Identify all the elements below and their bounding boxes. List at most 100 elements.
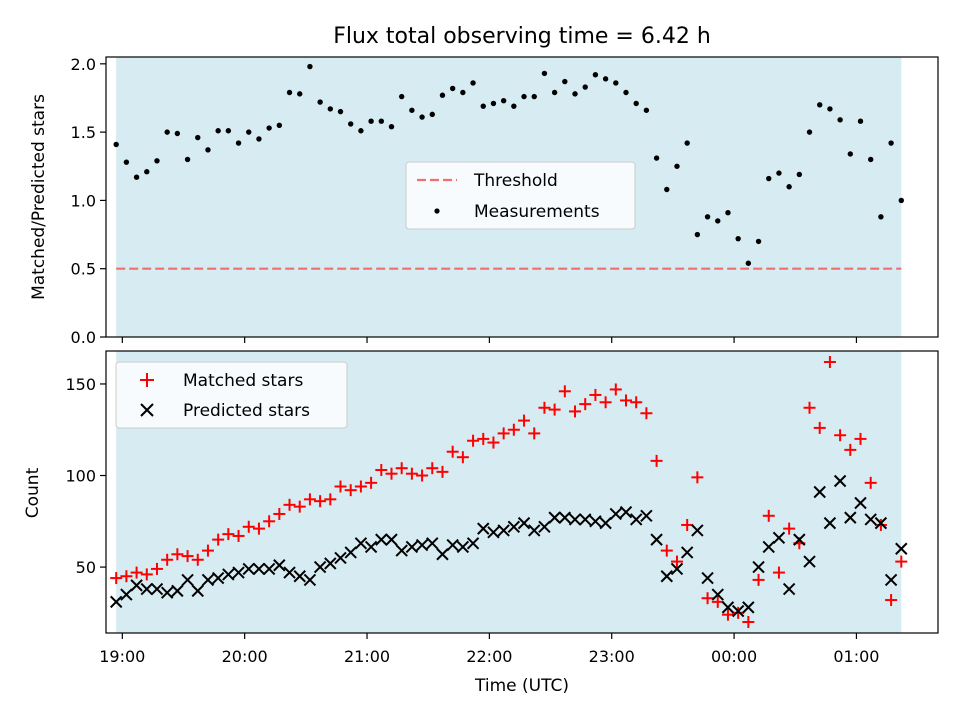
predicted-stars-point bbox=[548, 511, 561, 524]
measurements-legend-label: Measurements bbox=[474, 202, 600, 222]
matched-stars-point bbox=[161, 553, 174, 566]
matched-stars-point bbox=[140, 568, 153, 581]
measurement-point bbox=[521, 93, 527, 100]
matched-stars-point bbox=[242, 520, 255, 533]
measurement-point bbox=[602, 76, 609, 82]
measurements-legend-swatch bbox=[434, 208, 440, 214]
predicted-legend-swatch bbox=[140, 403, 154, 417]
predicted-stars-point bbox=[864, 513, 877, 526]
predicted-stars-point bbox=[395, 544, 408, 557]
matched-stars-point bbox=[446, 445, 459, 458]
measurement-point bbox=[327, 106, 334, 112]
matched-stars-point bbox=[681, 518, 694, 531]
predicted-stars-point bbox=[579, 513, 592, 526]
measurement-point bbox=[266, 125, 272, 131]
predicted-stars-point bbox=[415, 538, 429, 552]
matched-stars-point bbox=[538, 401, 551, 414]
measurement-point bbox=[623, 89, 629, 96]
measurement-point bbox=[562, 78, 568, 85]
predicted-stars-point bbox=[691, 524, 704, 537]
measurement-point bbox=[368, 118, 374, 124]
measurement-point bbox=[419, 114, 425, 120]
measurement-point bbox=[123, 159, 130, 165]
matched-stars-point bbox=[630, 396, 643, 409]
matched-stars-point bbox=[507, 423, 520, 436]
measurement-point bbox=[755, 238, 762, 245]
threshold-legend-label: Threshold bbox=[473, 171, 558, 191]
x-tick-label: 00:00 bbox=[711, 647, 757, 666]
y-tick-label: 0.0 bbox=[71, 328, 96, 347]
measurement-point bbox=[704, 214, 711, 220]
measurement-point bbox=[195, 134, 201, 141]
matched-stars-point bbox=[670, 555, 683, 568]
predicted-stars-point bbox=[171, 584, 184, 598]
matched-stars-point bbox=[711, 595, 724, 608]
ratio-panel: 0.00.51.01.52.0 Matched/Predicted stars … bbox=[29, 55, 939, 347]
predicted-stars-point bbox=[650, 533, 663, 546]
matched-stars-point bbox=[222, 528, 235, 541]
predicted-stars-point bbox=[354, 537, 368, 550]
matched-stars-point bbox=[212, 533, 225, 546]
predicted-stars-point bbox=[762, 540, 775, 554]
predicted-stars-point bbox=[833, 474, 847, 488]
matched-stars-point bbox=[303, 493, 316, 506]
measurement-point bbox=[307, 63, 313, 70]
measurement-point bbox=[470, 80, 476, 86]
measurement-point bbox=[572, 91, 578, 97]
ratio-legend-box bbox=[405, 161, 636, 230]
matched-stars-point bbox=[895, 555, 908, 568]
measurement-point bbox=[643, 107, 650, 113]
matched-stars-point bbox=[742, 616, 755, 629]
measurement-point bbox=[613, 80, 619, 86]
predicted-stars-point bbox=[507, 520, 521, 533]
matched-stars-point bbox=[732, 606, 745, 619]
measurement-point bbox=[857, 118, 864, 124]
measurement-point bbox=[776, 170, 782, 176]
matched-stars-point bbox=[110, 572, 123, 585]
predicted-stars-point bbox=[884, 573, 898, 587]
ratio-marks bbox=[113, 63, 904, 270]
predicted-stars-point bbox=[619, 505, 633, 519]
x-tick-label: 23:00 bbox=[589, 647, 635, 666]
measurement-point bbox=[174, 130, 181, 137]
measurement-point bbox=[246, 129, 252, 135]
y-tick-label: 150 bbox=[65, 375, 96, 394]
measurement-point bbox=[551, 89, 558, 96]
matched-stars-point bbox=[487, 436, 500, 449]
matched-stars-point bbox=[171, 548, 184, 561]
matched-stars-point bbox=[191, 553, 204, 566]
predicted-stars-point bbox=[273, 559, 286, 572]
measurement-point bbox=[358, 128, 364, 134]
measurement-point bbox=[806, 129, 813, 135]
matched-stars-point bbox=[181, 550, 194, 563]
predicted-stars-point bbox=[313, 560, 327, 574]
measurement-point bbox=[449, 85, 456, 92]
predicted-stars-point bbox=[558, 511, 572, 524]
predicted-stars-point bbox=[385, 533, 398, 546]
predicted-stars-point bbox=[150, 582, 164, 596]
predicted-stars-point bbox=[660, 570, 673, 583]
y-tick-label: 1.5 bbox=[71, 123, 96, 142]
matched-stars-point bbox=[548, 403, 561, 416]
predicted-stars-point bbox=[629, 513, 643, 526]
predicted-stars-point bbox=[375, 533, 388, 546]
y-tick-label: 100 bbox=[65, 467, 96, 486]
predicted-legend-label: Predicted stars bbox=[183, 401, 310, 421]
matched-stars-point bbox=[477, 432, 490, 445]
matched-stars-point bbox=[874, 518, 887, 531]
predicted-stars-point bbox=[344, 546, 357, 559]
predicted-stars-point bbox=[487, 526, 500, 539]
predicted-stars-point bbox=[477, 522, 490, 535]
matched-stars-point bbox=[354, 480, 367, 493]
matched-stars-point bbox=[497, 427, 510, 440]
measurement-point bbox=[898, 197, 904, 204]
measurement-point bbox=[715, 218, 721, 224]
x-tick-label: 01:00 bbox=[833, 647, 879, 666]
measurement-point bbox=[276, 122, 283, 128]
predicted-stars-point bbox=[640, 509, 653, 523]
matched-stars-point bbox=[436, 465, 449, 478]
predicted-stars-point bbox=[599, 516, 612, 530]
predicted-stars-point bbox=[211, 571, 225, 585]
measurement-point bbox=[511, 103, 517, 109]
predicted-stars-point bbox=[109, 595, 123, 609]
